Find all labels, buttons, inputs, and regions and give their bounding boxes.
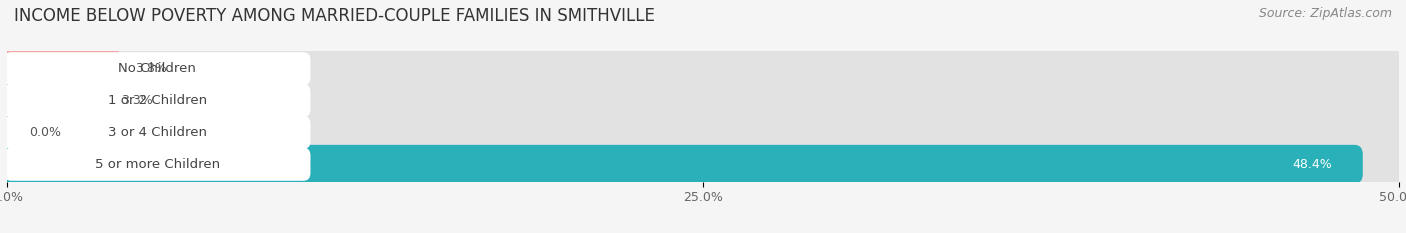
FancyBboxPatch shape xyxy=(0,145,1362,184)
FancyBboxPatch shape xyxy=(0,49,121,88)
Text: 1 or 2 Children: 1 or 2 Children xyxy=(108,94,207,107)
FancyBboxPatch shape xyxy=(0,81,1406,120)
FancyBboxPatch shape xyxy=(0,145,1406,184)
Text: 5 or more Children: 5 or more Children xyxy=(94,158,219,171)
FancyBboxPatch shape xyxy=(4,148,311,181)
FancyBboxPatch shape xyxy=(4,116,311,149)
Text: INCOME BELOW POVERTY AMONG MARRIED-COUPLE FAMILIES IN SMITHVILLE: INCOME BELOW POVERTY AMONG MARRIED-COUPL… xyxy=(14,7,655,25)
Text: Source: ZipAtlas.com: Source: ZipAtlas.com xyxy=(1258,7,1392,20)
Text: No Children: No Children xyxy=(118,62,197,75)
FancyBboxPatch shape xyxy=(4,84,311,117)
Text: 3 or 4 Children: 3 or 4 Children xyxy=(108,126,207,139)
Text: 3.8%: 3.8% xyxy=(135,62,167,75)
Text: 3.3%: 3.3% xyxy=(121,94,153,107)
Text: 0.0%: 0.0% xyxy=(30,126,62,139)
Text: 48.4%: 48.4% xyxy=(1292,158,1331,171)
FancyBboxPatch shape xyxy=(0,113,1406,152)
FancyBboxPatch shape xyxy=(0,49,1406,88)
FancyBboxPatch shape xyxy=(0,81,107,120)
FancyBboxPatch shape xyxy=(4,52,311,85)
